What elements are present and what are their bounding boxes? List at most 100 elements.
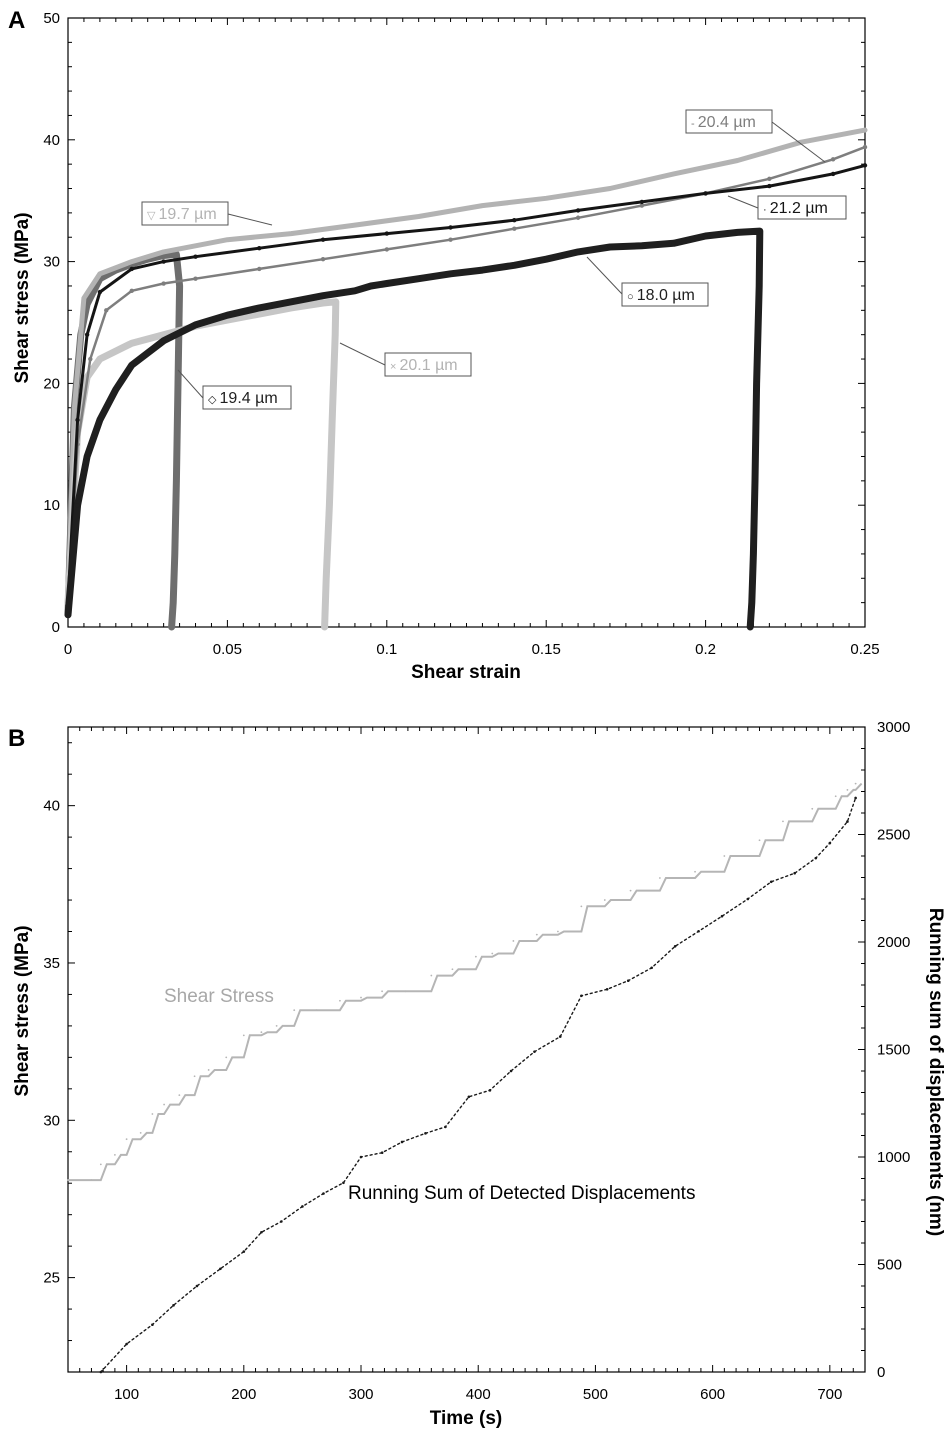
data-point (512, 226, 517, 231)
running-sum-point (605, 988, 609, 991)
right-y-tick-label: 1500 (877, 1042, 910, 1059)
data-point (129, 266, 134, 272)
x-tick-label: 0.15 (532, 641, 561, 658)
running-sum-point (697, 929, 700, 933)
shear-stress-point (225, 1056, 228, 1059)
shear-stress-point (846, 789, 849, 791)
panel-a-annotations: - 20.4 µm · 21.2 µm ▽ 19.7 µm ○ 18.0 µm × 20… (141, 109, 847, 410)
running-sum-point (558, 1035, 562, 1038)
annotation-symbol: ◇ (208, 394, 220, 406)
running-sum-point (793, 871, 796, 875)
annotation-symbol: - (691, 118, 698, 130)
running-sum-point (195, 1284, 199, 1288)
right-y-tick-label: 0 (877, 1364, 885, 1381)
shear-stress-point (99, 1163, 102, 1166)
annotation-symbol: · (763, 204, 770, 216)
annotation-symbol: ○ (627, 291, 637, 303)
shear-stress-point (113, 1154, 116, 1156)
data-point (84, 454, 90, 459)
running-sum-point (488, 1089, 492, 1092)
x-tick-label: 0.2 (695, 641, 716, 658)
running-sum-point (342, 1181, 345, 1185)
data-point (352, 222, 358, 228)
data-point (104, 308, 109, 313)
data-point (288, 305, 294, 311)
data-point (671, 241, 676, 246)
data-point (65, 612, 71, 618)
data-point (225, 237, 230, 242)
data-point (448, 225, 453, 230)
data-point (862, 127, 868, 133)
y-tick-label: 40 (43, 798, 60, 815)
annotation-label: ▽ 19.7 µm (147, 206, 217, 223)
annotation-label: · 21.2 µm (763, 200, 828, 217)
shear-stress-point (242, 1034, 245, 1037)
data-point (480, 267, 485, 273)
panel-b-letter: B (8, 725, 25, 752)
x-tick-label: 100 (114, 1386, 139, 1403)
data-point (75, 417, 80, 423)
data-point (161, 332, 166, 337)
panel-b-x-axis-title: Time (s) (430, 1408, 503, 1429)
x-tick-label: 0 (64, 641, 72, 658)
shear-stress-point (535, 933, 538, 936)
shear-stress-series-label: Shear Stress (164, 986, 274, 1007)
data-point (225, 312, 230, 318)
panel-b-series (67, 782, 863, 1374)
data-point (322, 624, 327, 630)
shear-stress-point (178, 1094, 181, 1097)
running-sum-point (359, 1155, 363, 1159)
data-point (161, 249, 166, 255)
data-point (384, 231, 389, 236)
shear-stress-point (854, 782, 857, 785)
data-point (161, 338, 166, 343)
data-point (97, 417, 103, 423)
data-point (757, 228, 762, 234)
data-point (752, 478, 758, 484)
data-point (161, 259, 166, 264)
shear-stress-point (694, 870, 696, 873)
running-sum-point (673, 945, 677, 948)
running-sum-point (509, 1069, 513, 1073)
data-point (575, 249, 581, 255)
y-tick-label: 25 (43, 1270, 60, 1287)
shear-stress-point (139, 1131, 142, 1134)
data-point (193, 276, 198, 281)
right-y-tick-label: 500 (877, 1257, 902, 1274)
running-sum-point (444, 1125, 447, 1129)
shear-stress-point (811, 807, 814, 810)
shear-stress-point (360, 996, 362, 999)
annotation-box (141, 201, 229, 226)
data-point (862, 163, 868, 168)
shear-stress-point (491, 952, 494, 955)
data-point (749, 600, 755, 605)
panel-a-letter: A (8, 7, 25, 34)
data-point (97, 271, 103, 276)
right-y-tick-label: 2500 (877, 827, 910, 844)
panel-a-series (64, 127, 868, 631)
data-point (754, 381, 759, 386)
shear-stress-point (125, 1138, 128, 1141)
data-point (448, 237, 453, 242)
annotation-symbol: ▽ (147, 210, 159, 222)
shear-stress-point (580, 905, 583, 908)
data-point (575, 208, 581, 213)
annotation-text: 18.0 µm (637, 287, 695, 304)
annotation-text: 20.4 µm (698, 114, 756, 131)
annotation-text: 21.2 µm (770, 200, 828, 217)
data-point (97, 289, 103, 295)
shear-stress-point (293, 1009, 296, 1012)
data-point (352, 288, 358, 294)
data-point (88, 356, 93, 362)
annotation-text: 19.7 µm (159, 206, 217, 223)
right-y-tick-label: 1000 (877, 1149, 910, 1166)
data-point (333, 299, 338, 304)
panel-b-plot-frame (67, 726, 866, 1373)
annotation-box (685, 109, 773, 134)
data-point (607, 244, 613, 250)
running-sum-point (99, 1370, 103, 1374)
x-tick-label: 700 (817, 1386, 842, 1403)
annotation-leader-line (227, 213, 273, 226)
running-sum-point (322, 1192, 325, 1195)
data-point (703, 233, 708, 239)
